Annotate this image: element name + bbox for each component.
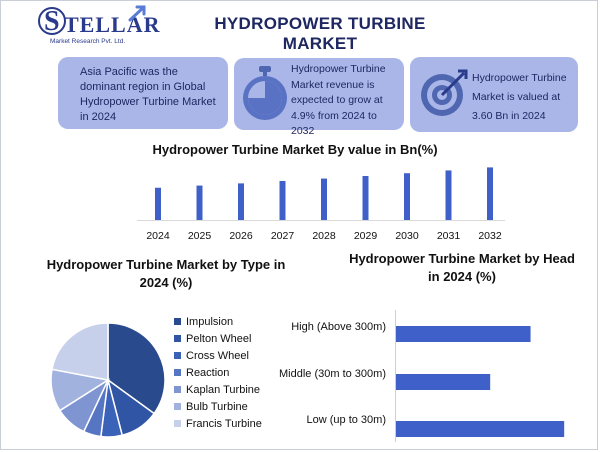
highlight-card-growth: Hydropower Turbine Market revenue is exp… [234,58,404,137]
legend-swatch [174,318,181,325]
value-bar [196,185,203,220]
highlight-growth-text: Hydropower Turbine Market revenue is exp… [291,63,386,137]
head-bar [396,374,491,390]
type-chart-title: Hydropower Turbine Market by Type in 202… [46,257,286,290]
legend-swatch [174,386,181,393]
legend-item: Bulb Turbine [174,398,262,415]
legend-swatch [174,369,181,376]
head-bar [396,421,565,437]
target-icon [421,69,468,116]
legend-label: Reaction [186,366,230,379]
legend-label: Kaplan Turbine [186,383,260,396]
brand-tagline: Market Research Pvt. Ltd. [50,38,126,45]
legend-swatch [174,335,181,342]
legend-item: Impulsion [174,313,262,330]
legend-label: Pelton Wheel [186,332,252,345]
year-tick-label: 2032 [478,230,502,242]
stopwatch-icon [243,66,287,120]
year-tick-label: 2029 [354,230,378,242]
value-bar [321,178,327,220]
legend-item: Francis Turbine [174,415,262,432]
brand-name: TELLAR [64,12,161,37]
type-chart-legend: Impulsion Pelton Wheel Cross Wheel Reaction… [174,313,262,432]
year-tick-label: 2024 [146,230,170,242]
legend-label: Impulsion [186,315,234,328]
legend-swatch [174,403,181,410]
year-tick-label: 2026 [229,230,253,242]
year-tick-label: 2031 [437,230,461,242]
value-bar [155,187,161,220]
legend-item: Kaplan Turbine [174,381,262,398]
highlight-region-text: Asia Pacific was the dominant region in … [80,66,216,123]
head-category-label: Low (up to 30m) [306,414,386,426]
value-bar [279,180,286,220]
brand-initial: S [44,6,60,37]
highlight-value-text: Hydropower Turbine Market is valued at 3… [472,72,567,122]
brand-logo: S TELLAR Market Research Pvt. Ltd. [36,4,159,50]
legend-item: Pelton Wheel [174,330,262,347]
year-tick-label: 2030 [395,230,419,242]
legend-item: Reaction [174,364,262,381]
head-bar [396,326,531,342]
pie-slice [51,322,109,381]
value-bar [238,183,244,220]
brand-logo-s-mark [38,7,66,35]
year-tick-label: 2027 [271,230,295,242]
legend-label: Bulb Turbine [186,400,248,413]
page-title: HYDROPOWER TURBINE MARKET [214,14,426,53]
value-bar [445,170,452,220]
year-tick-label: 2025 [188,230,212,242]
head-chart-title: Hydropower Turbine Market by Head in 202… [349,251,575,284]
legend-label: Cross Wheel [186,349,249,362]
head-category-label: High (Above 300m) [291,321,386,333]
arrow-icon [128,5,146,22]
value-bar [404,173,410,220]
highlight-card-value: Hydropower Turbine Market is valued at 3… [410,57,578,132]
value-bar [362,176,369,220]
legend-swatch [174,420,181,427]
legend-swatch [174,352,181,359]
year-tick-label: 2028 [312,230,336,242]
highlight-card-region: Asia Pacific was the dominant region in … [58,57,228,129]
value-chart-title: Hydropower Turbine Market By value in Bn… [152,142,438,157]
head-category-label: Middle (30m to 300m) [279,368,386,380]
legend-item: Cross Wheel [174,347,262,364]
legend-label: Francis Turbine [186,417,262,430]
value-bar [487,167,493,220]
pie-slice [107,322,166,415]
